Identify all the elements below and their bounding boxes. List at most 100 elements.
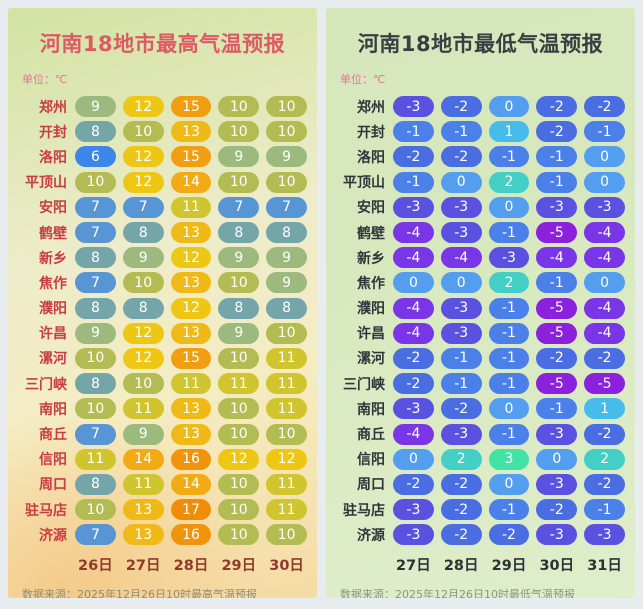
temp-pill: -1 — [488, 322, 530, 344]
table-row: 南阳 10 11 13 10 11 — [18, 396, 307, 421]
table-row: 郑州 -3 -2 0 -2 -2 — [336, 94, 625, 119]
city-label: 濮阳 — [357, 301, 385, 318]
city-label: 安阳 — [357, 200, 385, 217]
temp-pill: 3 — [488, 448, 530, 470]
city-label: 信阳 — [39, 452, 67, 469]
temp-pill: 9 — [122, 423, 164, 445]
temp-pill: 11 — [266, 347, 307, 369]
temp-pill: 13 — [122, 499, 164, 521]
table-row: 三门峡 -2 -1 -1 -5 -5 — [336, 371, 625, 396]
data-source: 数据来源：2025年12月26日10时最高气温预报 — [22, 588, 257, 598]
temp-pill: 10 — [266, 423, 307, 445]
unit-label: 单位：℃ — [22, 73, 68, 86]
temp-pill: 1 — [584, 398, 625, 420]
temp-pill: 12 — [170, 247, 212, 269]
temp-pill: 0 — [393, 448, 434, 470]
table-row: 商丘 7 9 13 10 10 — [18, 421, 307, 446]
table-row: 焦作 0 0 2 -1 0 — [336, 270, 625, 295]
temp-pill: -1 — [440, 121, 482, 143]
temp-pill: -2 — [536, 96, 578, 118]
temp-pill: 10 — [218, 96, 260, 118]
temp-pill: -4 — [440, 247, 482, 269]
temp-pill: -2 — [584, 347, 625, 369]
city-label: 驻马店 — [25, 502, 67, 519]
temp-pill: -4 — [393, 247, 434, 269]
temp-pill: -1 — [440, 373, 482, 395]
temp-pill: 12 — [122, 347, 164, 369]
temp-pill: 10 — [75, 347, 116, 369]
temp-pill: -4 — [393, 423, 434, 445]
temp-pill: 2 — [584, 448, 625, 470]
date-label: 29日 — [221, 558, 257, 575]
temp-pill: -2 — [536, 499, 578, 521]
temp-pill: 17 — [170, 499, 212, 521]
temp-pill: -4 — [584, 247, 625, 269]
temp-pill: 7 — [122, 196, 164, 218]
table-row: 周口 -2 -2 0 -3 -2 — [336, 472, 625, 497]
table-row: 周口 8 11 14 10 11 — [18, 472, 307, 497]
city-label: 郑州 — [357, 99, 385, 116]
temp-pill: 8 — [218, 297, 260, 319]
temp-pill: 11 — [266, 499, 307, 521]
table-row: 漯河 10 12 15 10 11 — [18, 346, 307, 371]
table-row: 鹤壁 -4 -3 -1 -5 -4 — [336, 220, 625, 245]
table-row: 开封 -1 -1 1 -2 -1 — [336, 119, 625, 144]
temp-pill: -1 — [488, 347, 530, 369]
temp-pill: 10 — [75, 171, 116, 193]
date-row: 27日 28日 29日 30日 31日 — [326, 554, 635, 575]
city-label: 新乡 — [39, 250, 67, 267]
temp-pill: 0 — [584, 272, 625, 294]
city-label: 开封 — [357, 124, 385, 141]
table-row: 郑州 9 12 15 10 10 — [18, 94, 307, 119]
city-label: 新乡 — [357, 250, 385, 267]
temp-pill: 10 — [218, 171, 260, 193]
table-row: 信阳 0 2 3 0 2 — [336, 447, 625, 472]
city-label: 开封 — [39, 124, 67, 141]
temp-pill: 10 — [75, 499, 116, 521]
temp-pill: 0 — [584, 171, 625, 193]
temp-pill: -3 — [440, 297, 482, 319]
temp-pill: -4 — [584, 322, 625, 344]
temp-pill: 12 — [218, 448, 260, 470]
temp-pill: 6 — [75, 146, 116, 168]
max-temp-panel: 河南18地市最高气温预报 单位：℃ 郑州 9 12 15 10 10 开封 8 10 13 10 10… — [8, 8, 317, 598]
temp-pill: 9 — [75, 322, 116, 344]
temp-pill: 0 — [488, 473, 530, 495]
temp-pill: 7 — [218, 196, 260, 218]
city-label: 济源 — [357, 527, 385, 544]
temp-pill: -5 — [536, 297, 578, 319]
city-label: 周口 — [39, 477, 67, 494]
temp-pill: -3 — [440, 322, 482, 344]
date-label: 29日 — [491, 558, 527, 575]
date-label: 31日 — [587, 558, 622, 575]
table-row: 许昌 9 12 13 9 10 — [18, 321, 307, 346]
temp-pill: 8 — [218, 222, 260, 244]
table-row: 洛阳 6 12 15 9 9 — [18, 144, 307, 169]
table-row: 漯河 -2 -1 -1 -2 -2 — [336, 346, 625, 371]
table-row: 濮阳 8 8 12 8 8 — [18, 296, 307, 321]
temp-pill: 12 — [266, 448, 307, 470]
temp-pill: 8 — [122, 222, 164, 244]
date-label: 30日 — [539, 558, 575, 575]
temp-pill: -2 — [440, 473, 482, 495]
temp-pill: -4 — [536, 247, 578, 269]
temp-pill: 15 — [170, 146, 212, 168]
temp-pill: -2 — [440, 499, 482, 521]
table-row: 平顶山 10 12 14 10 10 — [18, 170, 307, 195]
date-row: 26日 27日 28日 29日 30日 — [8, 554, 317, 575]
temp-pill: -1 — [488, 146, 530, 168]
temp-pill: -3 — [440, 196, 482, 218]
table-row: 开封 8 10 13 10 10 — [18, 119, 307, 144]
temp-pill: 2 — [488, 171, 530, 193]
temp-pill: 10 — [218, 272, 260, 294]
table-row: 南阳 -3 -2 0 -1 1 — [336, 396, 625, 421]
table-row: 安阳 -3 -3 0 -3 -3 — [336, 195, 625, 220]
table-row: 济源 7 13 16 10 10 — [18, 522, 307, 547]
temp-pill: -1 — [584, 499, 625, 521]
temp-pill: 11 — [266, 398, 307, 420]
table-row: 焦作 7 10 13 10 9 — [18, 270, 307, 295]
temp-pill: 0 — [393, 272, 434, 294]
temp-pill: 10 — [266, 171, 307, 193]
temp-pill: 14 — [170, 171, 212, 193]
min-temp-panel: 河南18地市最低气温预报 单位：℃ 郑州 -3 -2 0 -2 -2 开封 -1 -1 1 -2 -1… — [326, 8, 635, 598]
